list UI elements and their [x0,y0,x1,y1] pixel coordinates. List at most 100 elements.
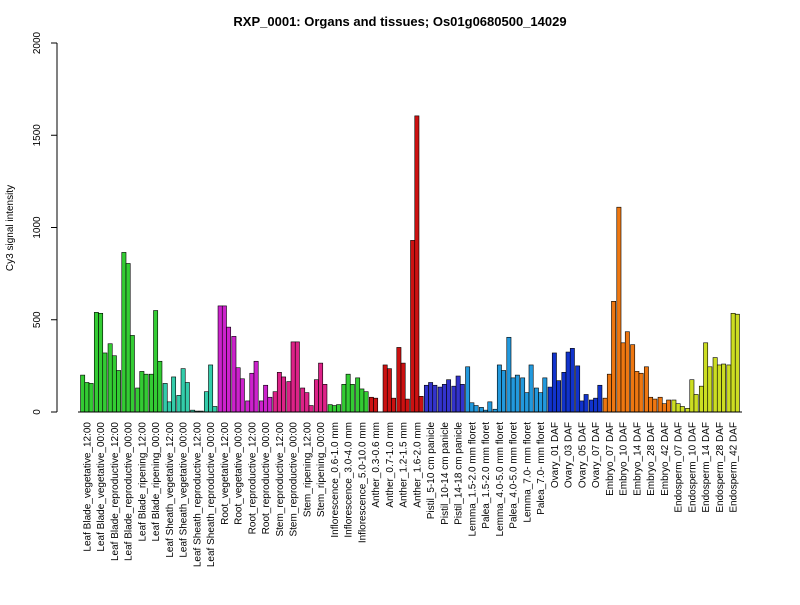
bar [551,352,557,413]
x-category-label: Ovary_03 DAF [564,422,575,488]
x-category-label: Embryo_10 DAF [619,422,630,496]
bar [473,405,479,413]
bar [80,374,86,413]
bar [125,263,131,413]
bar [308,405,314,413]
bar [404,398,410,413]
bar [345,373,351,413]
x-category-label: Leaf Sheath_vegetative_12:00 [165,422,176,558]
x-category-label: Endosperm_42 DAF [729,422,740,513]
x-category-label: Palea_1.5-2.0 mm floret [481,422,492,529]
bar [180,368,186,413]
bar [382,364,388,413]
bar [341,384,347,413]
bar [441,384,447,413]
x-category-label: Pistil_14-18 cm panicle [454,422,465,525]
bar [148,373,154,413]
bar [349,384,355,413]
bar [712,357,718,413]
bar [239,378,245,413]
x-category-label: Leaf Blade_ripening_12:00 [137,422,148,542]
bar [294,341,300,413]
bar-group [80,115,740,413]
x-category-label: Root_vegetative_12:00 [220,422,231,525]
bar [616,206,622,413]
bar [336,404,342,413]
bar [496,364,502,413]
bar [226,326,232,413]
x-category-label: Pistil_10-14 cm panicle [440,422,451,525]
bar [634,371,640,413]
bar [135,387,141,413]
y-tick-label: 2000 [32,31,43,54]
y-tick-label: 1000 [32,216,43,239]
x-category-label: Endosperm_10 DAF [687,422,698,513]
bar [423,384,429,413]
bar [203,391,209,413]
x-category-label: Lemma_1.5-2.0 mm floret [467,422,478,537]
bar [469,402,475,413]
bar [363,391,369,413]
y-axis: 0 500 1000 1500 2000 [32,31,58,415]
bar [245,400,251,413]
bar [606,373,612,413]
y-tick-label: 0 [32,409,43,415]
bar [506,336,512,413]
bar [565,351,571,413]
bar [643,366,649,413]
bar [102,352,108,413]
bar [721,363,727,413]
bar [538,392,544,413]
bar [368,396,374,413]
bar [258,400,264,413]
bar [359,388,365,413]
bar [661,403,667,413]
bar [418,396,424,413]
x-category-label: Anther_1.6-2.0 mm [412,422,423,508]
bar [253,360,259,413]
bar [263,384,269,413]
bar [129,335,135,413]
bar [666,399,672,413]
bar [221,305,227,413]
bar [121,252,127,413]
x-category-label: Root_reproductive_12:00 [247,422,258,535]
x-category-label: Leaf Sheath_vegetative_00:00 [179,422,190,558]
bar [514,374,520,413]
bar [698,385,704,413]
x-category-label: Endosperm_14 DAF [701,422,712,513]
x-category-label: Leaf Sheath_reproductive_12:00 [192,422,203,568]
bar [734,313,740,413]
bar [465,366,471,413]
bar [272,391,278,413]
bar [400,362,406,413]
bar [569,348,575,413]
bar [459,384,465,413]
bar [575,365,581,413]
bar [153,310,159,413]
bar [689,379,695,413]
category-labels: Leaf Blade_vegetative_12:00 Leaf Blade_ve… [82,422,739,568]
x-category-label: Anther_0.7-1.0 mm [385,422,396,508]
bar [386,368,392,413]
bar [373,397,379,413]
bar [547,386,553,413]
bar [451,385,457,413]
x-category-label: Embryo_28 DAF [646,422,657,496]
x-category-label: Ovary_01 DAF [550,422,561,488]
x-category-label: Stem_ripening_12:00 [302,422,313,518]
bar [111,355,117,413]
bar [290,341,296,413]
bar [116,370,122,413]
bar [171,376,177,413]
bar [281,376,287,413]
x-category-label: Leaf Blade_vegetative_00:00 [96,422,107,552]
bar [322,384,328,413]
y-axis-label: Cy3 signal intensity [5,185,16,271]
x-category-label: Palea_4.0-5.0 mm floret [509,422,520,529]
bar [355,377,361,413]
bar [249,372,255,413]
bar [478,407,484,413]
bar [671,399,677,413]
